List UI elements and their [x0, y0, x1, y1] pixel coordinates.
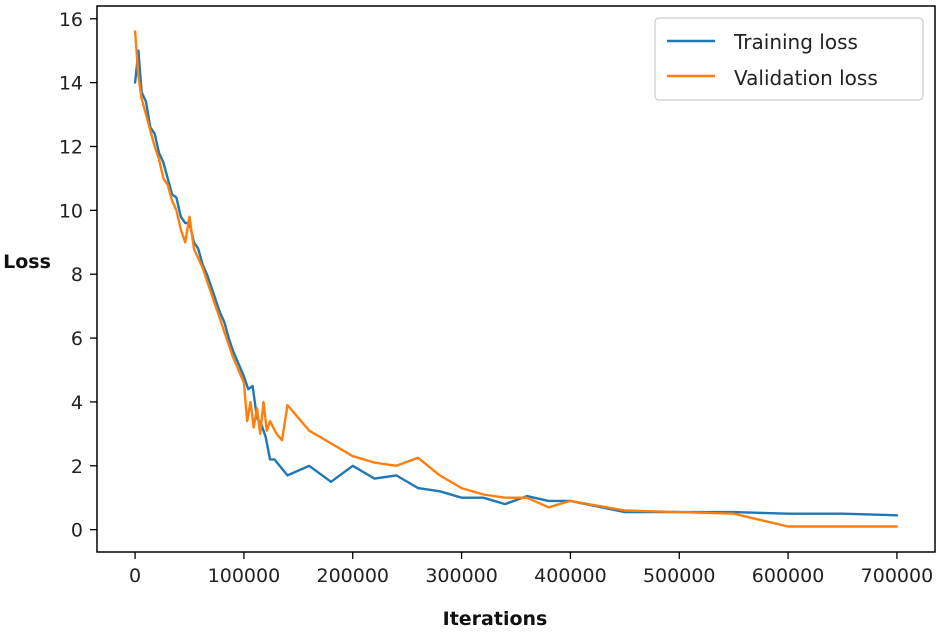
y-tick-label: 14	[59, 73, 83, 95]
legend-label-training: Training loss	[733, 30, 858, 54]
y-tick-label: 4	[71, 392, 83, 414]
x-tick-label: 200000	[316, 565, 389, 587]
y-axis-label: Loss	[3, 251, 51, 273]
y-tick-label: 10	[59, 200, 83, 222]
y-tick-label: 12	[59, 136, 83, 158]
x-axis-label: Iterations	[443, 608, 548, 630]
x-tick-label: 600000	[752, 565, 825, 587]
x-tick-label: 100000	[208, 565, 281, 587]
y-tick-label: 16	[59, 9, 83, 31]
y-tick-label: 6	[71, 328, 83, 350]
x-tick-label: 700000	[861, 565, 934, 587]
series-line-validation	[133, 30, 899, 528]
plot-frame	[96, 5, 936, 553]
x-tick-label: 300000	[425, 565, 498, 587]
series-line-training	[133, 49, 899, 517]
y-tick-label: 2	[71, 456, 83, 478]
x-tick-label: 0	[129, 565, 141, 587]
x-tick-label: 500000	[643, 565, 716, 587]
y-tick-label: 0	[71, 520, 83, 542]
series-lines	[133, 30, 899, 528]
legend-label-validation: Validation loss	[734, 66, 878, 90]
legend-box	[654, 17, 924, 101]
legend: Training loss Validation loss	[654, 17, 924, 101]
y-axis: 0 2 4 6 8 10 12 14 16	[59, 9, 97, 542]
x-tick-label: 400000	[534, 565, 607, 587]
y-tick-label: 8	[71, 264, 83, 286]
x-axis: 0 100000 200000 300000 400000 500000 600000 700…	[129, 552, 933, 587]
